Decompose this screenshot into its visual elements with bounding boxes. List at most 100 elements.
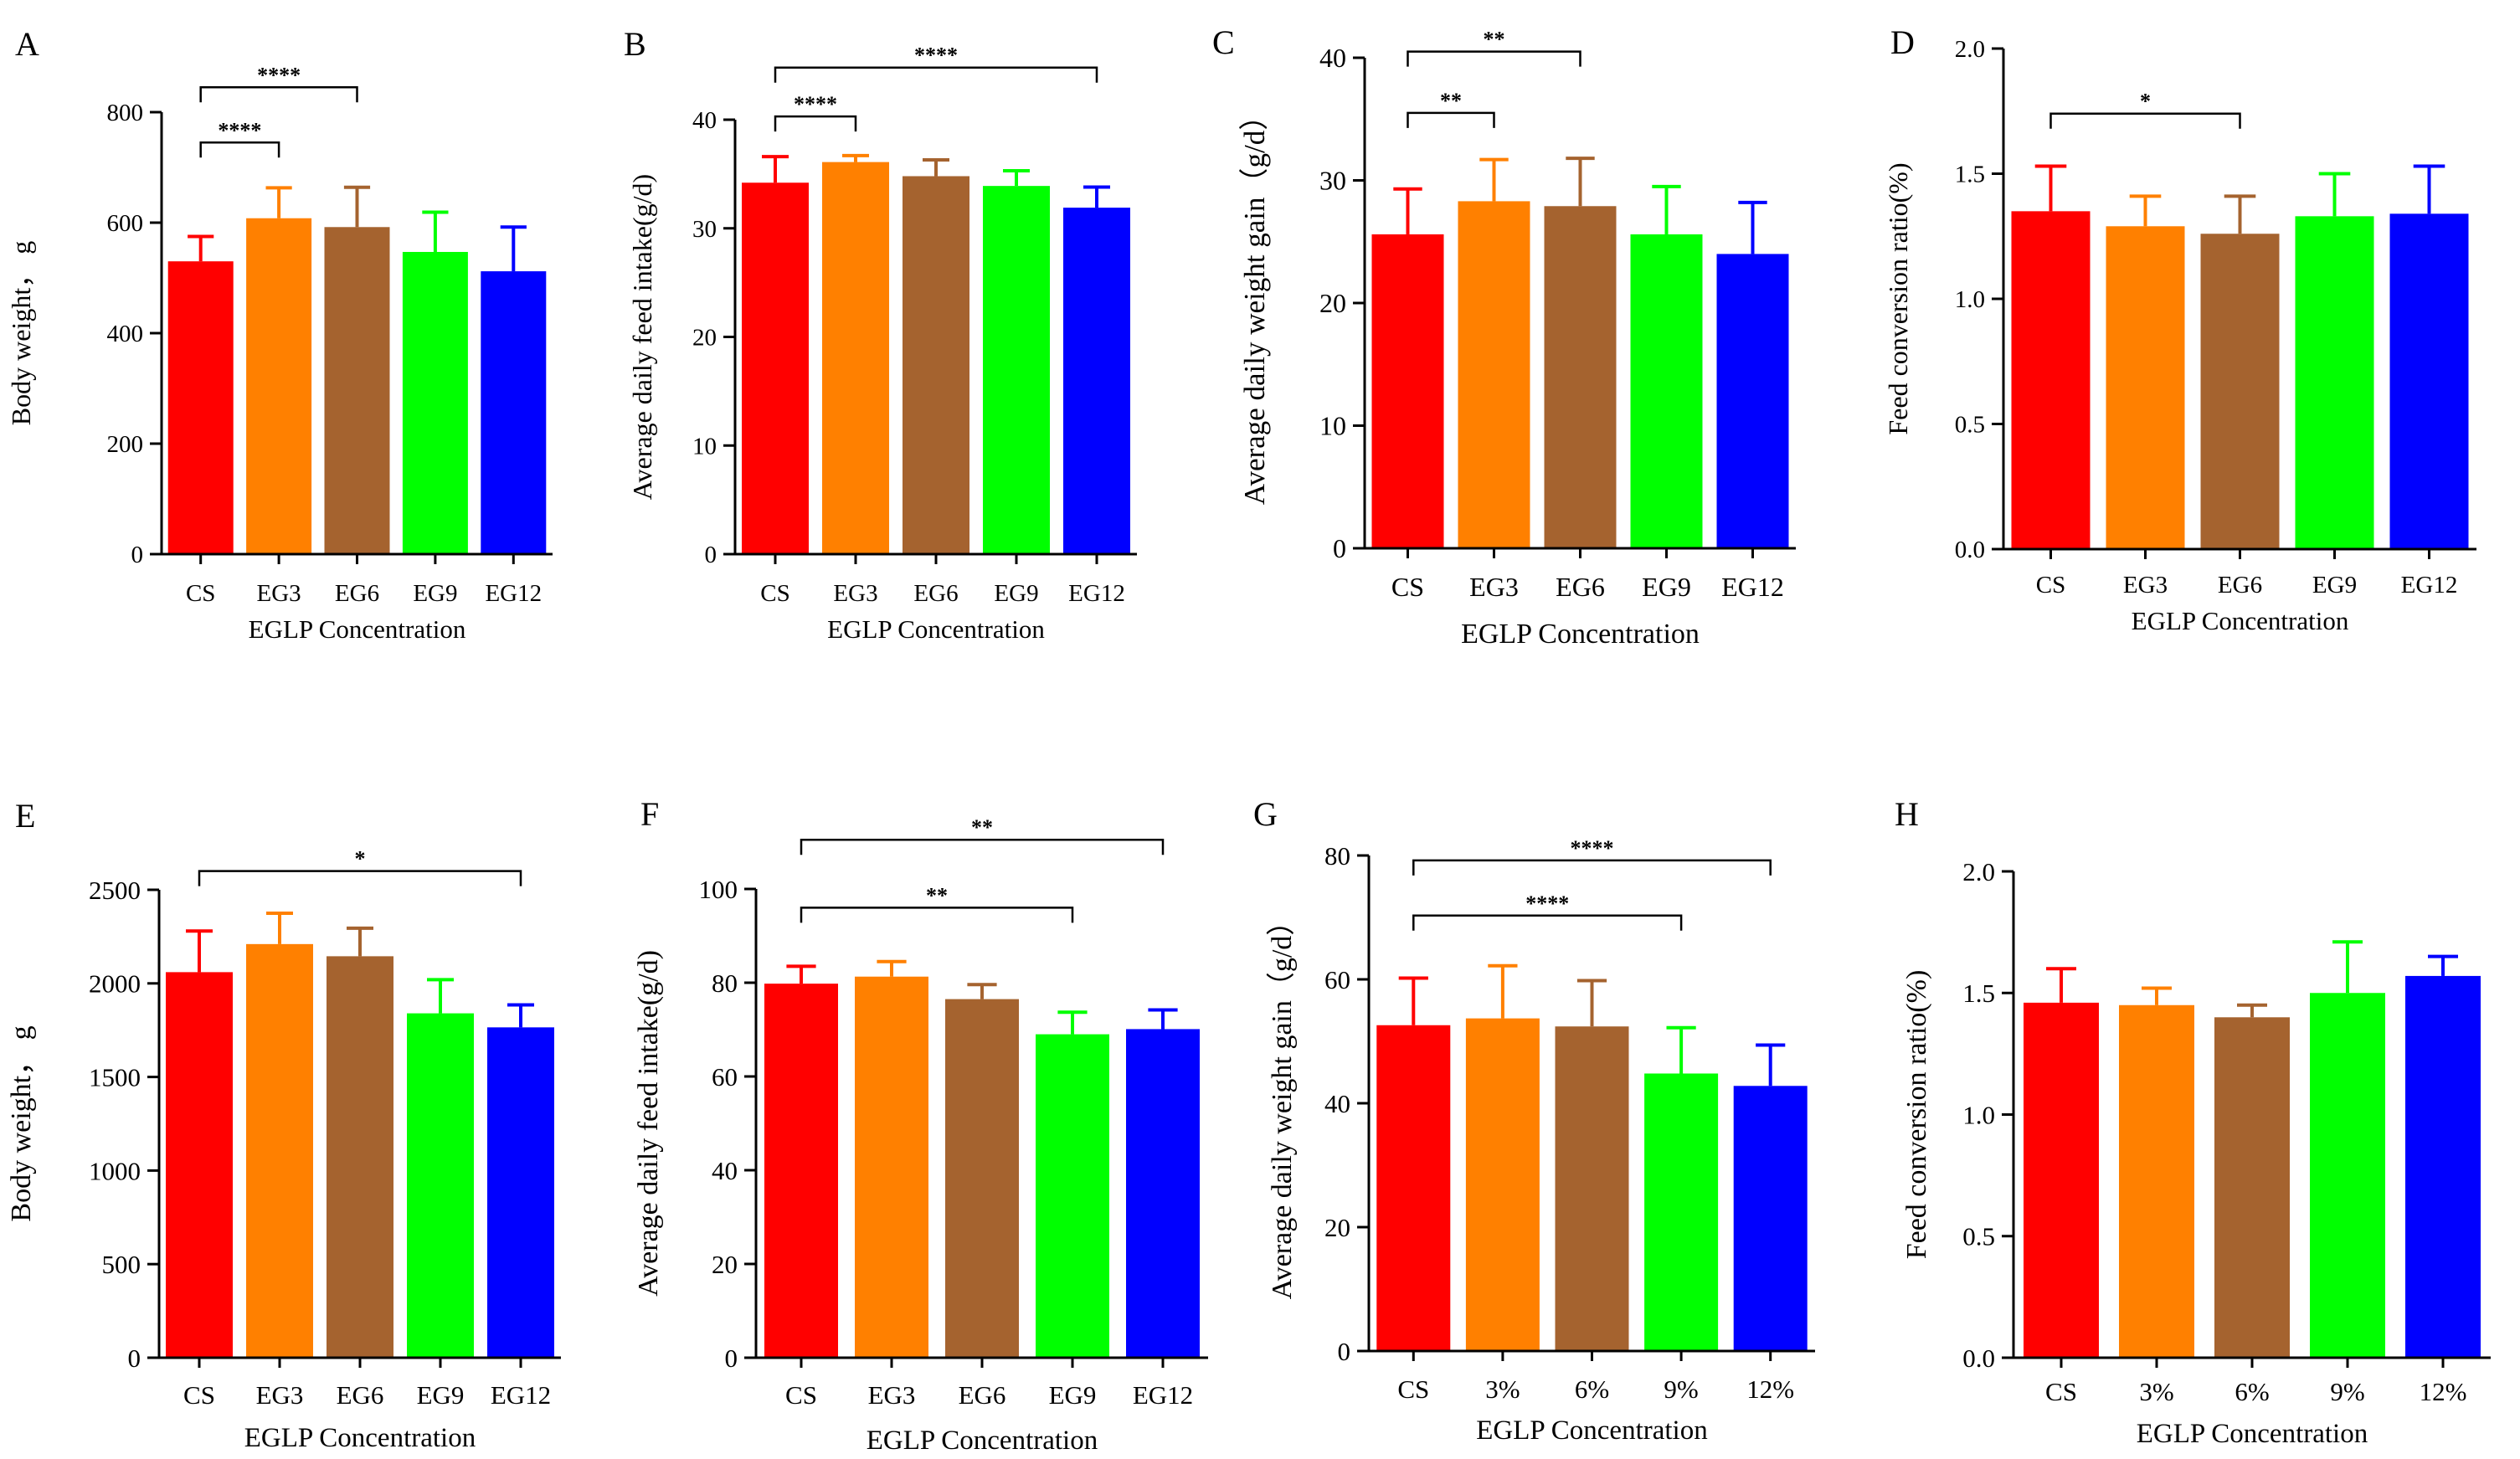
y-tick-label: 40 [712,1156,738,1185]
y-tick-label: 2500 [89,876,141,905]
x-axis-title: EGLP Concentration [827,614,1045,644]
y-tick-label: 500 [102,1250,141,1279]
y-tick-label: 2.0 [1962,857,1995,886]
x-tick-label: 3% [2139,1377,2173,1406]
y-tick-label: 40 [692,107,717,134]
bar-6pct [2214,1017,2290,1358]
x-tick-label: 9% [2330,1377,2364,1406]
significance-label: ** [1440,89,1462,113]
x-axis-title: EGLP Concentration [2137,1419,2368,1449]
significance-bracket [1407,111,1495,128]
x-tick-label: EG12 [1721,572,1784,602]
bar-eg9 [407,1013,474,1358]
y-tick-label: 200 [107,431,144,458]
y-axis-title: Feed conversion ratio(%) [1883,162,1913,434]
y-tick-label: 1.0 [1955,286,1985,313]
x-tick-label: CS [1391,572,1424,602]
y-tick-label: 0 [725,1343,738,1373]
y-tick-label: 800 [107,100,144,126]
bar-9pct [2310,993,2385,1358]
panel-label: B [624,25,646,63]
bar-12pct [1733,1086,1808,1351]
significance-bracket [2049,112,2241,129]
bar-eg3 [246,218,312,554]
significance-bracket [1412,859,1772,876]
bar-3pct [1465,1018,1540,1351]
x-tick-label: EG9 [994,580,1038,607]
bar-cs [166,972,233,1358]
y-tick-label: 0.0 [1962,1343,1995,1373]
significance-bracket [800,838,1165,855]
panel-label: A [15,25,39,63]
bar-cs [2011,211,2091,549]
x-tick-label: EG6 [335,580,379,607]
significance-bracket [199,86,358,103]
x-tick-label: EG9 [1642,572,1691,602]
bar-6pct [1555,1026,1629,1351]
x-tick-label: EG12 [1133,1380,1193,1410]
bar-eg12 [1716,254,1789,548]
significance-bracket [774,66,1098,83]
y-tick-label: 1500 [89,1062,141,1092]
y-tick-label: 0 [128,1343,141,1373]
y-tick-label: 30 [1319,166,1346,196]
x-tick-label: EG3 [257,580,301,607]
y-tick-label: 0.5 [1955,412,1985,439]
x-axis-title: EGLP Concentration [2132,606,2349,635]
x-tick-label: 9% [1664,1374,1698,1404]
bar-eg12 [1126,1029,1200,1358]
significance-bracket [198,870,522,886]
significance-label: **** [1571,836,1614,861]
y-tick-label: 0 [1333,533,1346,563]
bar-9pct [1644,1073,1719,1351]
y-tick-label: 40 [1324,1089,1350,1118]
x-tick-label: CS [183,1380,215,1410]
bar-eg9 [402,251,468,554]
panel-f: F 0 20 40 60 80 100 CS EG3 EG6 EG9 EG12 EGLP Concent… [633,795,1208,1456]
x-axis-title: EGLP Concentration [1476,1415,1707,1446]
significance-bracket [800,907,1074,923]
x-tick-label: EG3 [2123,572,2168,598]
y-tick-label: 100 [699,875,738,904]
panel-label: E [15,797,35,835]
x-tick-label: EG3 [868,1380,916,1410]
bar-3pct [2119,1004,2194,1358]
panel-c: C 0 10 20 30 40 CS EG3 EG6 EG9 EG12 EGLP Concentrat… [1212,23,1796,650]
panel-b: B 0 10 20 30 40 CS EG3 EG6 EG9 EG12 EGLP Concentrat… [624,25,1137,644]
y-tick-label: 400 [107,321,144,347]
x-tick-label: CS [1397,1374,1429,1404]
x-tick-label: 3% [1485,1374,1520,1404]
x-tick-label: EG6 [1556,572,1605,602]
bar-eg9 [983,186,1050,554]
bar-eg6 [903,176,969,554]
panel-d: D 0.0 0.5 1.0 1.5 2.0 CS EG3 EG6 EG9 EG12 EGLP Conc… [1883,23,2476,635]
significance-label: **** [914,44,958,68]
x-tick-label: EG9 [417,1380,465,1410]
x-axis-title: EGLP Concentration [244,1423,476,1453]
x-tick-label: EG3 [833,580,877,607]
significance-label: **** [794,92,837,116]
bar-12pct [2405,975,2481,1358]
bar-eg6 [2200,234,2280,549]
significance-label: ** [1484,28,1505,52]
x-tick-label: CS [760,580,789,607]
bar-eg6 [324,227,390,554]
x-tick-label: 6% [2235,1377,2269,1406]
y-axis-title: Average daily feed intake(g/d) [627,174,657,500]
significance-bracket [1407,50,1581,67]
y-tick-label: 10 [1319,411,1346,441]
panel-h: H 0.0 0.5 1.0 1.5 2.0 CS 3% 6% 9% 12% EGLP Concentr… [1895,795,2491,1449]
x-tick-label: EG6 [2218,572,2262,598]
panel-e: E 0 500 1000 1500 2000 2500 CS EG3 EG6 EG9 EG12 EGLP… [6,797,561,1453]
y-tick-label: 40 [1319,43,1346,73]
bar-cs [1376,1025,1451,1351]
x-tick-label: EG6 [337,1380,384,1410]
bar-eg12 [2389,213,2469,549]
significance-label: **** [218,118,261,142]
x-axis-title: EGLP Concentration [249,614,466,644]
y-tick-label: 20 [692,325,717,352]
bar-eg3 [822,162,889,555]
y-tick-label: 0.5 [1962,1222,1995,1251]
y-tick-label: 0 [705,542,717,568]
x-tick-label: 12% [1746,1374,1794,1404]
